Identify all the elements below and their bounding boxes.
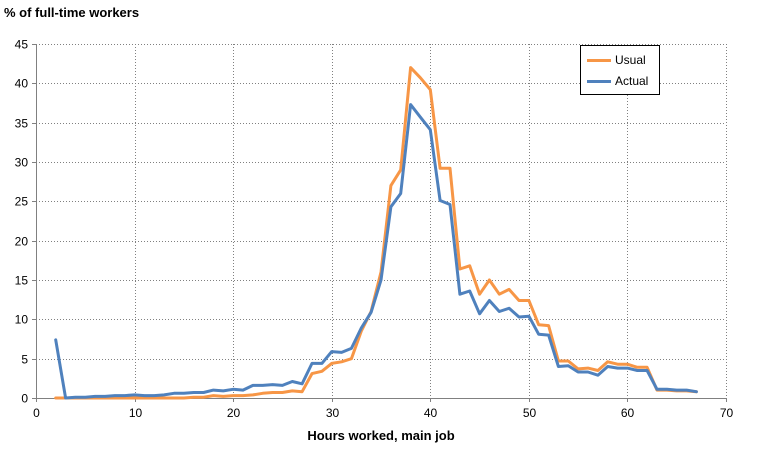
y-tick-label: 0 <box>21 392 28 406</box>
y-tick-label: 40 <box>15 77 29 91</box>
series-line-actual <box>54 103 698 400</box>
tick-labels: 0 5 10 15 20 25 30 35 40 45 0 10 20 30 40 50 60 70 <box>15 38 734 421</box>
x-tick-label: 30 <box>326 406 340 420</box>
x-tick-label: 20 <box>227 406 241 420</box>
x-axis-title: Hours worked, main job <box>307 428 455 443</box>
x-tick-label: 40 <box>424 406 438 420</box>
y-tick-label: 35 <box>15 117 29 131</box>
x-tick-label: 10 <box>129 406 143 420</box>
y-tick-label: 15 <box>15 274 29 288</box>
legend: Usual Actual <box>580 45 660 95</box>
legend-swatch-usual <box>587 58 611 62</box>
x-tick-label: 70 <box>720 406 734 420</box>
legend-label-usual: Usual <box>615 53 646 67</box>
x-tick-label: 60 <box>621 406 635 420</box>
y-tick-label: 10 <box>15 313 29 327</box>
legend-label-actual: Actual <box>615 74 649 88</box>
x-tick-label: 50 <box>523 406 537 420</box>
series-line-usual <box>54 66 698 400</box>
y-tick-label: 45 <box>15 38 29 52</box>
gridlines <box>36 44 727 398</box>
y-axis-title: % of full-time workers <box>4 5 140 20</box>
y-tick-label: 25 <box>15 195 29 209</box>
axes <box>32 44 727 402</box>
legend-item-usual: Usual <box>587 51 646 69</box>
y-tick-label: 5 <box>21 353 28 367</box>
legend-swatch-actual <box>587 79 611 83</box>
x-tick-label: 0 <box>33 406 40 420</box>
legend-item-actual: Actual <box>587 72 648 90</box>
y-tick-label: 30 <box>15 156 29 170</box>
y-tick-label: 20 <box>15 235 29 249</box>
series-lines <box>54 66 698 400</box>
